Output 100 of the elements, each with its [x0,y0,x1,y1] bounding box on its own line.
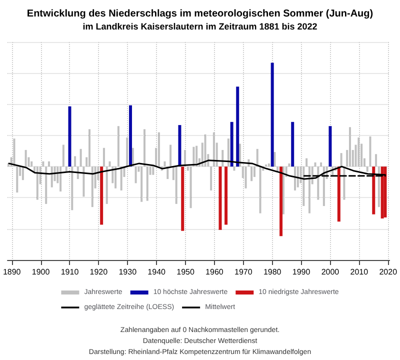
x-tick-label: 1970 [234,268,253,276]
bar [143,129,146,167]
bar [22,166,24,180]
bar [190,166,192,208]
bar [348,127,351,167]
bar [218,166,222,230]
x-tick-label: 1990 [292,268,311,276]
bar [16,166,18,193]
bar [322,166,325,206]
bar [280,166,283,236]
x-tick-label: 1910 [60,268,80,276]
x-tick-label: 2020 [379,268,398,276]
bar [296,166,299,188]
bar [384,166,387,218]
bar [369,136,372,167]
bar [158,132,160,167]
bar [114,166,117,188]
bar [80,148,82,167]
bar [181,166,184,231]
bar [268,163,270,167]
chart-title: Entwicklung des Niederschlags im meteorologischen Sommer (Jun-Aug) [26,8,374,20]
bar [65,166,68,172]
bar [236,86,240,167]
bar [308,166,310,214]
bar [222,150,224,167]
bar [140,166,143,202]
bar [253,166,256,177]
bar [366,166,368,172]
bar [306,158,308,167]
bar [302,166,305,206]
bar [74,156,76,167]
bar [102,148,105,167]
bar [372,166,376,214]
bar [320,162,322,167]
x-tick-label: 1940 [148,268,166,276]
bar [282,166,284,214]
x-tick-label: 1930 [118,268,138,276]
bar [328,126,332,167]
chart-subtitle: im Landkreis Kaiserslautern im Zeitraum 1881 bis 2022 [82,22,318,32]
bar [378,166,380,208]
bar [30,161,33,167]
bar [146,166,148,201]
bar [68,106,72,167]
x-tick-label: 1960 [206,268,224,276]
bar [50,166,53,188]
x-tick-label: 1920 [90,268,108,276]
bar [106,166,108,204]
bar [358,138,360,167]
bar [294,166,296,190]
bar [244,166,247,188]
bar [120,166,122,190]
x-tick-label: 2000 [321,268,340,276]
bar [204,134,206,167]
bar [375,154,378,167]
bar [152,166,154,175]
bar [227,138,230,167]
bar [60,166,62,192]
x-tick-label: 1900 [32,268,50,276]
x-tick-label: 1950 [176,268,195,276]
bar [82,166,85,197]
bar [108,161,111,167]
bar [224,166,228,225]
bar [239,144,241,167]
bar [175,166,178,204]
bar [170,144,172,167]
bar [340,153,342,167]
bar [71,166,74,210]
bar [91,166,94,208]
bar [210,166,212,190]
bar [233,166,236,171]
bar [314,162,316,167]
bar [184,150,186,167]
bar [337,166,340,222]
bar [129,105,132,167]
x-tick-label: 2010 [350,268,369,276]
bar [212,132,215,167]
bar [42,161,44,167]
bar [250,166,253,182]
bar [24,150,27,167]
x-tick-label: 1890 [2,268,22,276]
bar [45,166,48,204]
bar [117,126,120,167]
bar [164,161,166,167]
bar [178,125,182,167]
bar [36,166,38,200]
bar [196,146,198,167]
bar [265,164,268,167]
bar [291,122,294,167]
bar [317,166,320,200]
bar [288,163,290,167]
bar [343,166,346,200]
bar [270,62,274,167]
bar [13,138,16,167]
bar [100,166,104,225]
bar [259,166,262,214]
bar [126,138,128,167]
bar [230,122,234,167]
bar [132,148,134,167]
bar [256,148,258,167]
bar [134,166,137,184]
